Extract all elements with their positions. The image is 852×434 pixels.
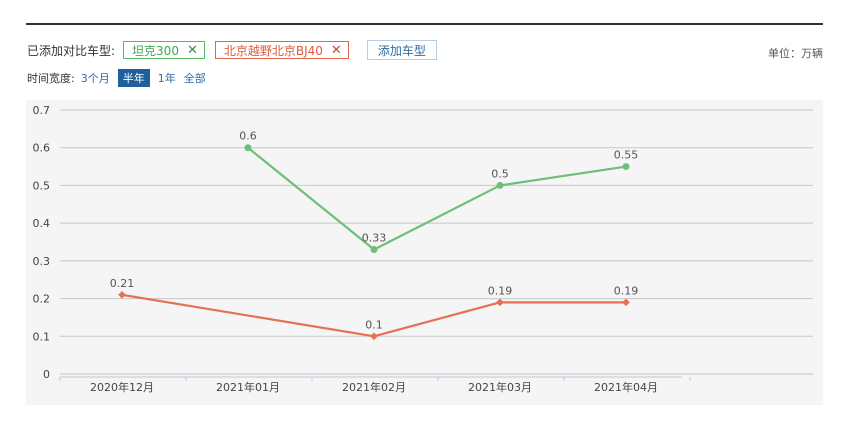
time-option-all[interactable]: 全部: [183, 72, 206, 85]
time-range-label: 时间宽度:: [27, 72, 75, 85]
line-chart: 0 0.1 0.2 0.3 0.4 0.5 0.6 0.7 2020年12月 2021年01月 20…: [33, 104, 813, 394]
data-label: 0.55: [614, 149, 639, 162]
y-tick-label: 0: [43, 368, 50, 381]
data-label: 0.19: [614, 284, 639, 297]
add-car-button[interactable]: 添加车型: [366, 40, 437, 60]
time-option-3-months[interactable]: 3个月: [80, 72, 110, 85]
y-tick-label: 0.4: [33, 217, 51, 230]
data-label: 0.21: [110, 277, 135, 290]
y-tick-label: 0.6: [33, 142, 51, 155]
data-label: 0.5: [491, 167, 509, 180]
time-range-selector: 时间宽度: 3个月 半年 1年 全部: [27, 69, 210, 87]
time-option-1-year[interactable]: 1年: [157, 72, 176, 85]
unit-label: 单位：万辆: [768, 47, 823, 60]
close-icon[interactable]: ✕: [186, 42, 198, 58]
series-line: [247, 146, 627, 251]
y-tick-label: 0.1: [33, 330, 51, 343]
data-label: 0.19: [488, 284, 513, 297]
chart-container: 0 0.1 0.2 0.3 0.4 0.5 0.6 0.7 2020年12月 2021年01月 20…: [26, 100, 823, 405]
car-tag-label: 坦克300: [132, 43, 179, 58]
data-point: [244, 144, 252, 152]
compare-bar: 已添加对比车型: 坦克300 ✕ 北京越野北京BJ40 ✕ 添加车型: [27, 40, 437, 60]
x-tick-label: 2020年12月: [90, 380, 154, 394]
top-divider: [26, 23, 823, 25]
data-point: [622, 163, 630, 171]
y-tick-label: 0.7: [33, 104, 51, 117]
data-point: [370, 332, 378, 341]
time-option-half-year[interactable]: 半年: [117, 69, 150, 87]
data-point: [496, 181, 504, 189]
car-tag-tank300[interactable]: 坦克300 ✕: [123, 41, 205, 59]
data-point: [622, 298, 630, 307]
data-label: 0.1: [365, 318, 383, 331]
car-tag-label: 北京越野北京BJ40: [223, 43, 323, 58]
y-tick-label: 0.3: [33, 255, 51, 268]
x-tick-label: 2021年02月: [342, 380, 406, 394]
data-point: [370, 246, 378, 254]
x-tick-label: 2021年04月: [594, 380, 658, 394]
compare-label: 已添加对比车型:: [27, 43, 116, 58]
y-tick-label: 0.2: [33, 293, 51, 306]
data-point: [118, 291, 126, 299]
x-tick-label: 2021年01月: [216, 380, 280, 394]
close-icon[interactable]: ✕: [330, 42, 342, 58]
series-line: [121, 293, 626, 338]
x-tick-label: 2021年03月: [468, 380, 532, 394]
data-label: 0.6: [239, 130, 257, 143]
data-label: 0.33: [362, 232, 387, 245]
y-tick-label: 0.5: [33, 179, 51, 192]
data-point: [496, 298, 504, 307]
car-tag-bj40[interactable]: 北京越野北京BJ40 ✕: [214, 41, 349, 59]
